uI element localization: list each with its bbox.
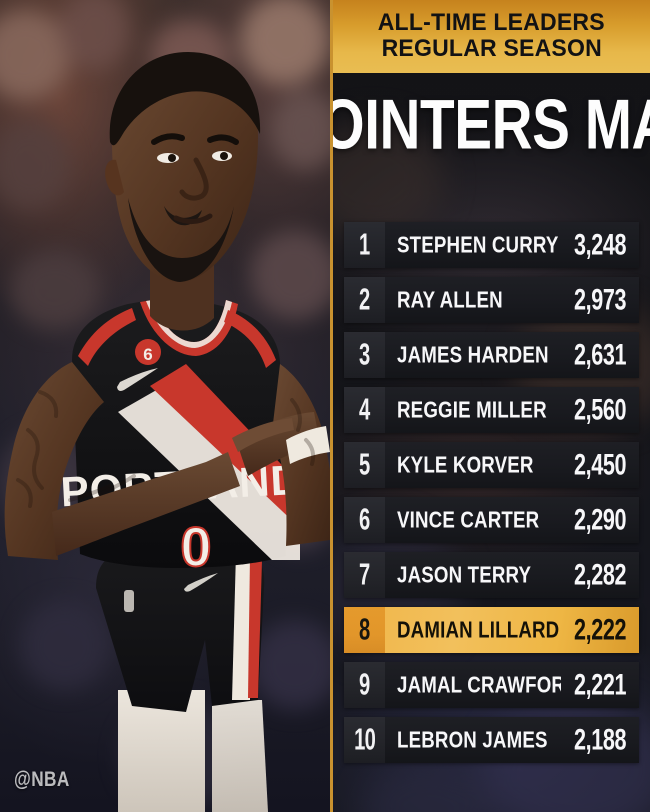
row-value: 2,450	[561, 442, 639, 488]
row-player-name-text: STEPHEN CURRY	[397, 231, 559, 258]
leaderboard-row: 5 KYLE KORVER 2,450	[344, 442, 639, 488]
row-rank: 1	[344, 222, 385, 268]
row-player-name-text: REGGIE MILLER	[397, 396, 547, 423]
row-value: 2,290	[561, 497, 639, 543]
row-rank: 8	[344, 607, 385, 653]
row-player-name-text: JAMES HARDEN	[397, 341, 549, 368]
header-line-1: ALL-TIME LEADERS	[377, 9, 606, 37]
row-value-text: 2,221	[573, 668, 626, 701]
leaderboard-row: 7 JASON TERRY 2,282	[344, 552, 639, 598]
row-value: 2,282	[561, 552, 639, 598]
svg-text:6: 6	[143, 345, 152, 364]
row-player-name: VINCE CARTER	[385, 497, 561, 543]
row-player-name: JASON TERRY	[385, 552, 561, 598]
row-rank-text: 7	[359, 557, 370, 592]
row-player-name: JAMES HARDEN	[385, 332, 561, 378]
nba-watermark: @NBA	[14, 768, 70, 791]
row-value: 2,973	[561, 277, 639, 323]
leaderboard-row: 2 RAY ALLEN 2,973	[344, 277, 639, 323]
row-value-text: 3,248	[573, 228, 626, 261]
svg-text:0: 0	[180, 515, 211, 578]
row-value-text: 2,450	[573, 448, 626, 481]
row-player-name-text: RAY ALLEN	[397, 286, 503, 313]
row-rank: 4	[344, 387, 385, 433]
row-player-name-text: JASON TERRY	[397, 561, 532, 588]
page-title-text: 3-POINTERS MADE	[333, 85, 650, 164]
leaderboard-row: 9 JAMAL CRAWFORD 2,221	[344, 662, 639, 708]
row-rank-text: 9	[359, 667, 370, 702]
row-player-name: LEBRON JAMES	[385, 717, 561, 763]
row-player-name: REGGIE MILLER	[385, 387, 561, 433]
leaderboard-list: 1 STEPHEN CURRY 3,248 2 RAY ALLEN 2,973 3 JAMES…	[344, 222, 639, 763]
leaderboard-row: 3 JAMES HARDEN 2,631	[344, 332, 639, 378]
leaderboard-panel: ALL-TIME LEADERS REGULAR SEASON 3-POINTE…	[330, 0, 650, 812]
row-rank: 2	[344, 277, 385, 323]
row-value: 2,188	[561, 717, 639, 763]
header-line-2: REGULAR SEASON	[381, 35, 602, 62]
row-rank: 3	[344, 332, 385, 378]
row-rank: 5	[344, 442, 385, 488]
row-value: 2,631	[561, 332, 639, 378]
player-illustration: PORTLAND 0 6	[4, 52, 330, 812]
row-player-name-text: VINCE CARTER	[397, 506, 540, 533]
row-rank: 7	[344, 552, 385, 598]
row-player-name-text: KYLE KORVER	[397, 451, 534, 478]
leaderboard-row: 10 LEBRON JAMES 2,188	[344, 717, 639, 763]
row-rank-text: 3	[359, 337, 370, 372]
row-value-text: 2,222	[573, 613, 626, 646]
row-value-text: 2,973	[573, 283, 626, 316]
row-rank-text: 1	[359, 227, 370, 262]
row-player-name: JAMAL CRAWFORD	[385, 662, 561, 708]
row-value: 2,221	[561, 662, 639, 708]
row-rank-text: 8	[359, 612, 370, 647]
row-value-text: 2,631	[573, 338, 626, 371]
row-rank-text: 6	[359, 502, 370, 537]
leaderboard-row: 4 REGGIE MILLER 2,560	[344, 387, 639, 433]
row-player-name: STEPHEN CURRY	[385, 222, 561, 268]
row-player-name: DAMIAN LILLARD	[385, 607, 561, 653]
row-rank-text: 2	[359, 282, 370, 317]
row-value-text: 2,188	[573, 723, 626, 756]
row-rank: 6	[344, 497, 385, 543]
row-player-name-text: JAMAL CRAWFORD	[397, 671, 561, 698]
row-player-name: KYLE KORVER	[385, 442, 561, 488]
row-rank: 10	[344, 717, 385, 763]
page-title: 3-POINTERS MADE	[333, 73, 650, 177]
leaderboard-row: 1 STEPHEN CURRY 3,248	[344, 222, 639, 268]
row-value-text: 2,290	[573, 503, 626, 536]
panel-header: ALL-TIME LEADERS REGULAR SEASON	[333, 0, 650, 73]
leaderboard-row-highlighted: 8 DAMIAN LILLARD 2,222	[344, 607, 639, 653]
row-value: 2,560	[561, 387, 639, 433]
leaderboard-row: 6 VINCE CARTER 2,290	[344, 497, 639, 543]
row-rank-text: 10	[354, 722, 376, 757]
player-photo: PORTLAND 0 6	[0, 0, 330, 812]
row-value: 2,222	[561, 607, 639, 653]
row-player-name: RAY ALLEN	[385, 277, 561, 323]
row-value-text: 2,282	[573, 558, 626, 591]
row-rank: 9	[344, 662, 385, 708]
row-player-name-text: DAMIAN LILLARD	[397, 616, 560, 643]
row-rank-text: 4	[359, 392, 370, 427]
row-value-text: 2,560	[573, 393, 626, 426]
row-rank-text: 5	[359, 447, 370, 482]
row-player-name-text: LEBRON JAMES	[397, 726, 548, 753]
row-value: 3,248	[561, 222, 639, 268]
